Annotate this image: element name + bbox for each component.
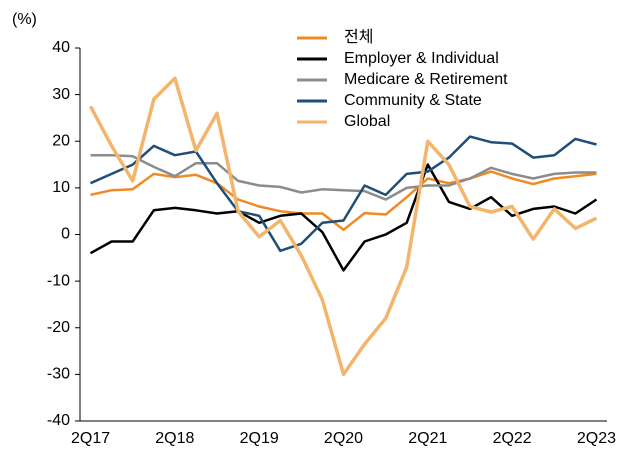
line-series [88, 76, 598, 377]
y-tick-label: -20 [47, 319, 70, 336]
x-tick-label: 2Q21 [408, 430, 447, 447]
y-tick-label: -30 [47, 366, 70, 383]
y-tick-label: 20 [52, 132, 70, 149]
y-tick-label: 0 [61, 226, 70, 243]
line-series [90, 153, 597, 201]
line-series [89, 163, 598, 272]
y-axis-label: (%) [12, 11, 37, 28]
line-series [89, 135, 597, 253]
y-tick-label: -10 [47, 272, 70, 289]
y-tick-label: 10 [52, 179, 70, 196]
y-tick-label: 40 [52, 39, 70, 56]
y-tick-label: -40 [47, 412, 70, 429]
x-tick-label: 2Q19 [240, 430, 279, 447]
y-tick-label: 30 [52, 86, 70, 103]
x-tick-label: 2Q17 [71, 430, 110, 447]
legend-label: 전체 [344, 28, 373, 46]
legend-label: Medicare & Retirement [344, 71, 508, 88]
legend-label: Community & State [344, 92, 482, 109]
x-tick-label: 2Q20 [324, 430, 363, 447]
x-tick-label: 2Q18 [155, 430, 194, 447]
x-tick-label: 2Q22 [493, 430, 532, 447]
x-tick-label: 2Q23 [577, 430, 616, 447]
legend-label: Global [344, 113, 390, 130]
legend-label: Employer & Individual [344, 50, 499, 67]
